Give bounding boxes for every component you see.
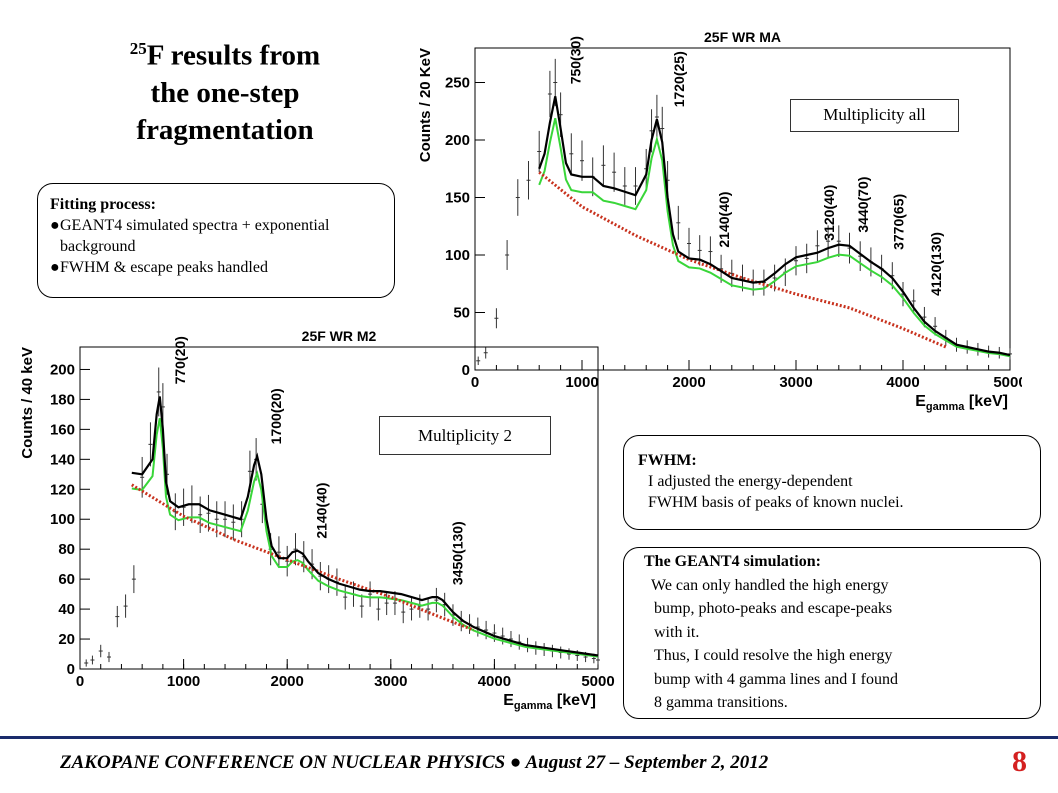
fitting-item: ● GEANT4 simulated spectra + exponential … bbox=[50, 217, 330, 255]
chart2-frame bbox=[79, 346, 599, 670]
title-line-1: F results from bbox=[146, 39, 321, 72]
fitting-heading: Fitting process: bbox=[50, 196, 156, 213]
chart1-fit-curve bbox=[538, 96, 1011, 357]
fitting-item: ● FWHM & escape peaks handled bbox=[50, 259, 268, 276]
chart1-y-tick-label: 150 bbox=[445, 190, 470, 207]
chart1-y-tick-label: 200 bbox=[445, 132, 470, 149]
chart1-y-tick-label: 250 bbox=[445, 75, 470, 92]
chart2-y-tick-label: 80 bbox=[58, 541, 75, 558]
chart2-x-axis-label: Egamma [keV] bbox=[503, 692, 596, 712]
chart1-x-tick-label: 1000 bbox=[565, 374, 598, 391]
geant4-line: bump with 4 gamma lines and I found bbox=[654, 670, 898, 688]
fwhm-line: I adjusted the energy-dependent bbox=[648, 473, 853, 490]
footer-text: ZAKOPANE CONFERENCE ON NUCLEAR PHYSICS ●… bbox=[60, 752, 769, 773]
chart2-y-tick-label: 120 bbox=[50, 481, 75, 498]
multiplicity-2-label: Multiplicity 2 bbox=[379, 416, 551, 455]
chart2-x-tick-label: 5000 bbox=[581, 673, 614, 690]
chart1-y-tick-label: 50 bbox=[453, 305, 470, 322]
chart2-y-tick-label: 60 bbox=[58, 571, 75, 588]
chart2-peak-label: 1700(20) bbox=[268, 388, 284, 444]
chart1-component-curve bbox=[538, 117, 1011, 358]
chart2-y-tick-label: 160 bbox=[50, 421, 75, 438]
chart1-x-tick-label: 3000 bbox=[779, 374, 812, 391]
chart1-y-tick-label: 0 bbox=[462, 362, 470, 379]
chart1-peak-label: 4120(130) bbox=[928, 232, 944, 296]
chart2-y-tick-label: 140 bbox=[50, 451, 75, 468]
chart1-peak-label: 3770(65) bbox=[890, 194, 906, 250]
chart2-y-tick-label: 20 bbox=[58, 631, 75, 648]
chart2-x-tick-label: 4000 bbox=[478, 673, 511, 690]
geant4-line: Thus, I could resolve the high energy bbox=[654, 647, 893, 664]
title-line-3: fragmentation bbox=[136, 113, 314, 146]
chart2-y-tick-label: 200 bbox=[50, 361, 75, 378]
chart1-x-tick-label: 4000 bbox=[886, 374, 919, 391]
chart1-x-tick-label: 0 bbox=[471, 374, 479, 391]
chart1-peak-label: 2140(40) bbox=[716, 192, 732, 248]
chart2-peak-label: 2140(40) bbox=[314, 483, 330, 539]
chart2-y-tick-label: 100 bbox=[50, 511, 75, 528]
geant4-line: bump, photo-peaks and escape-peaks bbox=[654, 600, 893, 617]
fwhm-line: FWHM basis of peaks of known nuclei. bbox=[648, 494, 904, 511]
chart2-peak-label: 3450(130) bbox=[449, 521, 465, 585]
chart2-title: 25F WR M2 bbox=[302, 328, 377, 344]
chart2-background-curve bbox=[131, 483, 475, 632]
chart2-x-tick-label: 1000 bbox=[167, 673, 200, 690]
fwhm-heading: FWHM: bbox=[638, 452, 697, 469]
page-number: 8 bbox=[1012, 745, 1027, 778]
chart2-y-axis-label: Counts / 40 keV bbox=[19, 347, 36, 459]
chart2-component-curve bbox=[131, 418, 599, 658]
page-title: 25F results from the one-step fragmentat… bbox=[60, 30, 390, 149]
geant4-line: We can only handled the high energy bbox=[651, 576, 889, 594]
chart1-x-tick-label: 5000 bbox=[993, 374, 1022, 391]
chart1-y-axis-label: Counts / 20 KeV bbox=[417, 48, 434, 162]
chart1-peak-label: 3120(40) bbox=[821, 185, 837, 241]
chart1-frame bbox=[474, 47, 1011, 371]
title-line-2: the one-step bbox=[150, 76, 300, 109]
chart2-x-tick-label: 3000 bbox=[374, 673, 407, 690]
spectrum-chart-multiplicity-2: 25F WR M20 1000 2000 3000 4000 50000204060801… bbox=[19, 328, 615, 712]
geant4-line: 8 gamma transitions. bbox=[654, 694, 788, 711]
multiplicity-all-label: Multiplicity all bbox=[790, 99, 959, 132]
chart2-fit-curve bbox=[131, 396, 599, 657]
chart1-peak-label: 750(30) bbox=[567, 36, 583, 84]
chart2-y-tick-label: 40 bbox=[58, 601, 75, 618]
spectrum-chart-multiplicity-all: 25F WR MA 0 1000 2000 3000 4000 5000 0 50 100 150 2… bbox=[417, 29, 1022, 413]
fitting-process-box: Fitting process: ● GEANT4 simulated spect… bbox=[37, 183, 395, 298]
chart1-peak-label: 3440(70) bbox=[855, 177, 871, 233]
chart2-y-tick-label: 180 bbox=[50, 391, 75, 408]
fwhm-box: FWHM: I adjusted the energy-dependent FW… bbox=[623, 435, 1041, 530]
chart2-x-tick-label: 2000 bbox=[271, 673, 304, 690]
footer-divider bbox=[0, 736, 1058, 739]
geant4-heading: The GEANT4 simulation: bbox=[644, 553, 821, 570]
chart2-y-tick-label: 0 bbox=[67, 661, 75, 678]
chart2-x-tick-label: 0 bbox=[76, 673, 84, 690]
geant4-line: with it. bbox=[654, 623, 700, 641]
chart1-title: 25F WR MA bbox=[704, 29, 781, 45]
geant4-box: The GEANT4 simulation: We can only handl… bbox=[623, 547, 1041, 719]
chart1-background-curve bbox=[538, 171, 947, 349]
chart1-x-tick-label: 2000 bbox=[672, 374, 705, 391]
chart1-peak-label: 1720(25) bbox=[671, 51, 687, 107]
chart1-y-tick-label: 100 bbox=[445, 247, 470, 264]
chart2-peak-label: 770(20) bbox=[172, 336, 188, 384]
chart1-x-axis-label: Egamma [keV] bbox=[915, 393, 1008, 413]
title-superscript: 25 bbox=[129, 39, 147, 58]
